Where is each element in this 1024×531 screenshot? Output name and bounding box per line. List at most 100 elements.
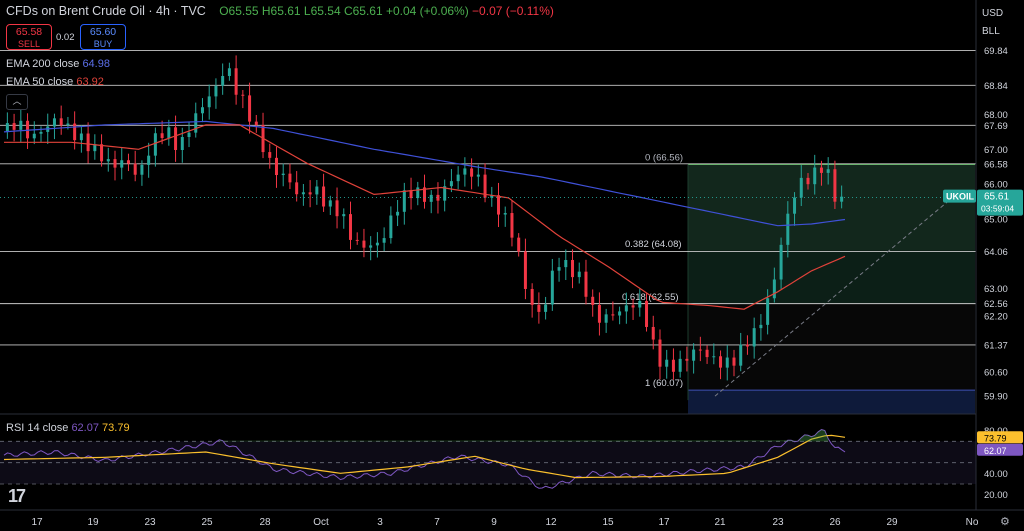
candle-body [665,359,669,367]
time-tick-7: 7 [434,517,440,528]
candle-body [786,213,790,245]
price-tick-5: 66.58 [984,159,1008,170]
candle-body [39,131,43,134]
candle-body [833,169,837,202]
candle-body [759,324,763,329]
candle-body [517,237,521,252]
time-tick-5: Oct [313,517,329,528]
candle-body [355,239,359,241]
candle-body [396,211,400,216]
time-tick-9: 12 [545,517,557,528]
price-tick-2: 68.00 [984,110,1008,121]
candle-body [234,68,238,95]
candle-body [537,304,541,312]
rsi-value-tag-text: 62.07 [984,446,1007,456]
ema200-legend[interactable]: EMA 200 close 64.98 [6,58,110,70]
time-tick-0: 17 [31,517,43,528]
candle-body [571,259,575,278]
candle-body [564,259,568,268]
time-tick-16: No [966,517,979,528]
fib-label-2: 0.618 (62.55) [622,292,679,303]
candle-body [678,358,682,372]
candle-body [79,133,83,141]
candle-body [483,174,487,198]
spread-value: 0.02 [56,32,75,43]
axis-level-box-0 [978,43,1022,58]
candle-body [288,173,292,183]
axis-level-box-3 [978,118,1022,133]
candle-body [597,304,601,323]
sell-label: SELL [17,39,41,49]
currency-selector[interactable]: USD [982,8,1004,19]
ema200-line [3,120,846,227]
candle-body [126,160,130,164]
candle-body [369,245,373,248]
candle-body [328,200,332,207]
candle-body [685,358,689,361]
trendline-dashed [714,201,949,397]
candle-body [712,356,716,358]
candle-body [436,194,440,201]
axis-level-box-8 [978,244,1022,259]
candle-body [497,195,501,215]
candle-body [140,164,144,175]
fib-zone-middle [688,250,975,304]
candle-body [308,192,312,195]
fib-zone-upper [688,164,975,251]
ema50-value: 63.92 [76,76,104,88]
symbol-title[interactable]: CFDs on Brent Crude Oil · 4h · TVC [6,4,206,18]
candle-body [389,215,393,239]
time-tick-2: 23 [144,517,156,528]
symbol-tag [943,189,976,203]
rsi-legend[interactable]: RSI 14 close 62.07 73.79 [6,422,130,434]
candle-body [819,167,823,173]
candle-body [651,326,655,340]
candle-body [174,127,178,151]
rsi-ma-value-tag [977,431,1023,444]
candle-body [752,328,756,347]
candle-body [26,120,30,139]
candle-body [510,213,514,238]
candle-body [470,168,474,177]
candle-body [93,144,97,152]
candle-body [5,123,9,132]
candle-body [153,133,157,156]
price-tick-9: 63.00 [984,284,1008,295]
candle-body [113,159,117,168]
ema50-legend[interactable]: EMA 50 close 63.92 [6,76,104,88]
candle-body [362,240,366,248]
candle-body [772,279,776,299]
candle-body [739,344,743,366]
time-tick-10: 15 [602,517,614,528]
candle-body [409,190,413,199]
unit-selector[interactable]: BLL [982,26,1000,37]
settings-gear-icon[interactable]: ⚙ [1000,516,1010,528]
candle-body [281,173,285,176]
price-tick-13: 60.60 [984,367,1008,378]
candle-body [523,251,527,289]
price-tick-10: 62.56 [984,299,1008,310]
axis-level-box-10 [978,296,1022,311]
candle-body [658,339,662,367]
price-tag [977,189,1023,216]
candle-body [429,194,433,202]
candle-body [160,133,164,138]
time-tick-13: 23 [772,517,784,528]
rsi-value-tag [977,443,1023,456]
rsi-tick-3: 20.00 [984,490,1008,501]
buy-button[interactable]: 65.60 BUY [80,24,126,50]
sell-button[interactable]: 65.58 SELL [6,24,52,50]
candle-body [274,157,278,176]
candle-body [241,94,245,96]
candle-body [806,177,810,185]
candle-body [227,68,231,77]
candle-body [348,214,352,240]
collapse-legend-icon[interactable]: ︿ [6,94,28,110]
candle-body [66,123,70,126]
candle-body [557,267,561,271]
rsi-label: RSI 14 close [6,422,69,434]
time-tick-8: 9 [491,517,497,528]
candle-body [375,242,379,246]
candle-body [793,197,797,214]
candle-body [799,177,803,198]
